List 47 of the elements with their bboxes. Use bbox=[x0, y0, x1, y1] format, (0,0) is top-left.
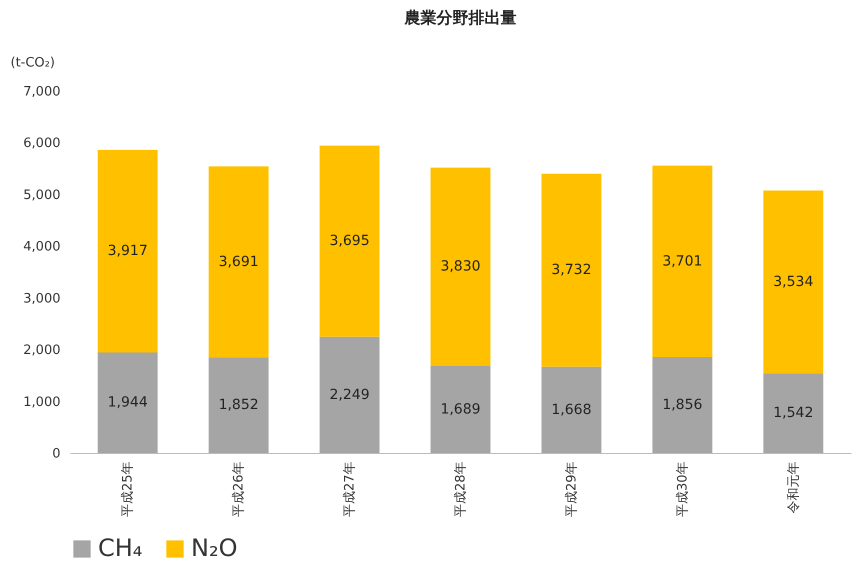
y-tick-label: 4,000 bbox=[23, 240, 60, 255]
bar bbox=[98, 150, 158, 352]
bar bbox=[652, 166, 712, 358]
x-tick-label: 平成26年 bbox=[232, 462, 247, 518]
y-tick-label: 3,000 bbox=[23, 291, 60, 306]
bar bbox=[763, 190, 824, 374]
data-label: 3,732 bbox=[551, 262, 592, 278]
bar bbox=[98, 352, 158, 453]
y-axis-title: (t-CO₂) bbox=[10, 56, 55, 70]
x-tick-label: 令和元年 bbox=[786, 462, 802, 514]
y-tick-label: 5,000 bbox=[23, 188, 60, 203]
bar bbox=[320, 146, 380, 337]
data-label: 3,917 bbox=[108, 243, 148, 260]
data-label: 2,249 bbox=[330, 386, 370, 403]
bar bbox=[208, 166, 269, 358]
data-label: 1,668 bbox=[551, 402, 592, 418]
data-label: 1,944 bbox=[108, 394, 148, 411]
legend-label: CH₄ bbox=[98, 534, 142, 562]
y-tick-label: 7,000 bbox=[23, 84, 60, 100]
bar bbox=[320, 336, 380, 453]
bar bbox=[652, 357, 712, 453]
y-tick-label: 0 bbox=[52, 446, 60, 462]
data-label: 3,534 bbox=[773, 274, 814, 290]
data-label: 3,830 bbox=[440, 258, 481, 275]
chart-title: 農業分野排出量 bbox=[404, 8, 516, 27]
y-tick-label: 6,000 bbox=[23, 136, 60, 152]
x-tick-label: 平成29年 bbox=[564, 462, 580, 518]
bar bbox=[208, 357, 269, 453]
bar bbox=[541, 174, 602, 367]
x-tick-label: 平成25年 bbox=[120, 462, 136, 518]
data-label: 3,695 bbox=[330, 233, 370, 250]
x-tick-label: 平成27年 bbox=[342, 462, 358, 518]
legend-label: N₂O bbox=[191, 534, 238, 562]
data-label: 1,852 bbox=[218, 397, 259, 414]
data-label: 1,856 bbox=[662, 397, 702, 414]
data-label: 1,542 bbox=[773, 405, 814, 422]
y-tick-label: 1,000 bbox=[23, 394, 60, 410]
data-label: 3,691 bbox=[218, 254, 259, 270]
bar bbox=[541, 366, 602, 453]
data-label: 1,689 bbox=[440, 401, 481, 418]
x-tick-label: 平成28年 bbox=[454, 462, 468, 518]
bar bbox=[430, 168, 490, 366]
x-tick-label: 平成30年 bbox=[675, 462, 690, 518]
y-tick-label: 2,000 bbox=[23, 343, 60, 358]
data-label: 3,701 bbox=[662, 253, 702, 270]
bar bbox=[430, 366, 490, 453]
bar bbox=[763, 373, 824, 453]
